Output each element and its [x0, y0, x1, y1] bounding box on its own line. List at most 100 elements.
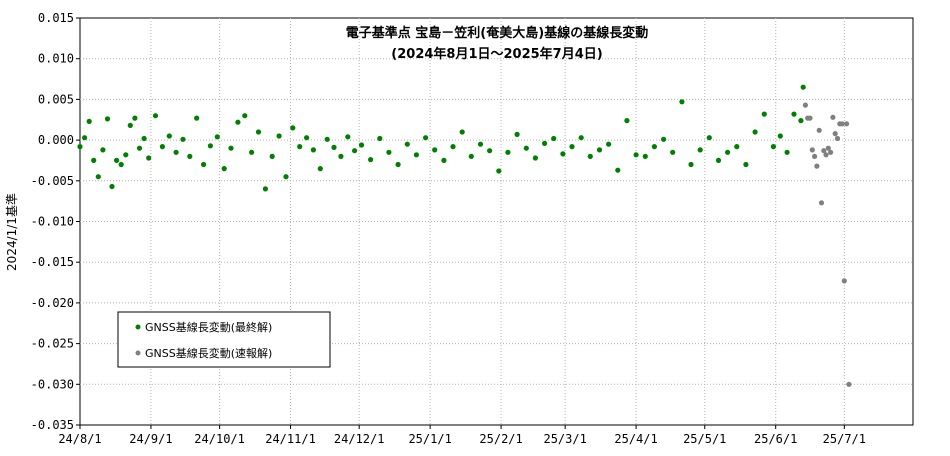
data-point-final — [262, 186, 268, 192]
data-point-final — [514, 131, 520, 137]
data-point-final — [615, 167, 621, 173]
data-point-final — [228, 145, 234, 151]
data-point-final — [123, 152, 129, 158]
data-point-rapid — [802, 102, 809, 108]
data-point-final — [459, 129, 465, 135]
data-point-final — [715, 157, 722, 163]
data-point-final — [523, 145, 529, 151]
data-point-final — [679, 99, 685, 105]
data-point-final — [784, 149, 790, 155]
data-point-final — [269, 153, 275, 159]
chart-title: 電子基準点 宝島－笠利(奄美大島)基線の基線長変動 — [346, 25, 648, 41]
x-tick-label: 25/2/1 — [479, 432, 522, 446]
data-point-final — [587, 153, 593, 159]
data-point-final — [450, 144, 456, 150]
data-point-final — [725, 149, 731, 155]
data-point-final — [798, 118, 804, 124]
data-point-final — [290, 125, 296, 131]
data-point-final — [331, 144, 337, 150]
data-point-rapid — [828, 149, 834, 155]
data-point-final — [118, 161, 124, 168]
data-point-final — [358, 142, 365, 148]
data-point-final — [791, 111, 797, 117]
data-point-final — [688, 161, 694, 168]
x-tick-label: 24/12/1 — [334, 432, 385, 446]
data-point-rapid — [818, 200, 825, 206]
y-tick-label: 0.010 — [38, 52, 74, 66]
x-tick-label: 25/6/1 — [754, 432, 797, 446]
data-point-rapid — [816, 127, 822, 133]
data-point-final — [201, 161, 207, 168]
x-tick-labels: 24/8/1 24/9/1 24/10/1 24/11/1 24/12/1 25/1/1 2… — [58, 425, 866, 446]
legend: GNSS基線長変動(最終解) GNSS基線長変動(速報解) — [117, 311, 331, 368]
data-point-final — [221, 166, 227, 172]
data-point-final — [187, 153, 193, 159]
data-point-final — [86, 118, 92, 124]
data-point-final — [569, 144, 575, 150]
data-point-final — [345, 134, 351, 140]
y-tick-label: -0.030 — [31, 377, 74, 391]
y-tick-labels: 0.015 0.010 0.005 0.000 -0.005 -0.010 -0.015 -0… — [31, 11, 80, 432]
data-point-final — [100, 147, 106, 153]
data-point-rapid — [844, 121, 850, 127]
y-tick-label: 0.000 — [38, 133, 74, 147]
data-point-final — [146, 155, 152, 161]
data-point-final — [242, 113, 248, 119]
data-point-final — [542, 140, 548, 146]
data-point-rapid — [830, 114, 836, 120]
data-point-final — [734, 144, 740, 150]
data-point-final — [95, 174, 101, 180]
y-tick-label: 0.015 — [38, 11, 74, 25]
x-tick-label: 25/1/1 — [408, 432, 451, 446]
data-point-final — [697, 147, 703, 153]
data-point-final — [404, 141, 410, 147]
data-point-final — [752, 129, 758, 135]
data-point-final — [141, 135, 147, 142]
data-point-final — [468, 153, 474, 159]
data-point-final — [532, 155, 539, 161]
data-point-final — [136, 145, 143, 151]
x-tick-label: 24/10/1 — [194, 432, 245, 446]
data-point-final — [159, 144, 165, 150]
grid-lines — [80, 18, 913, 425]
y-axis-label: 2024/1/1基準 — [4, 193, 19, 271]
data-point-final — [324, 136, 330, 142]
data-point-final — [304, 135, 310, 141]
data-point-final — [317, 166, 323, 172]
data-point-final — [777, 133, 783, 139]
data-point-final — [132, 115, 138, 121]
data-point-final — [743, 161, 749, 168]
y-tick-label: 0.005 — [38, 92, 74, 106]
y-tick-label: -0.015 — [31, 255, 74, 269]
y-tick-label: -0.010 — [31, 215, 74, 229]
data-point-rapid — [821, 148, 827, 154]
x-tick-label: 24/11/1 — [265, 432, 316, 446]
data-point-final — [180, 136, 186, 142]
data-point-final — [166, 133, 172, 139]
data-point-final — [114, 157, 120, 163]
data-point-final — [441, 157, 447, 163]
data-point-rapid — [841, 278, 847, 284]
data-point-final — [800, 84, 806, 90]
data-point-final — [395, 161, 401, 168]
x-tick-label: 25/3/1 — [543, 432, 586, 446]
data-point-final — [642, 153, 648, 159]
data-point-final — [283, 174, 289, 180]
data-point-final — [596, 147, 603, 153]
x-tick-label: 24/8/1 — [58, 432, 101, 446]
legend-box — [117, 311, 331, 368]
data-point-final — [338, 153, 344, 159]
data-point-final — [109, 183, 115, 190]
data-point-final — [207, 143, 213, 149]
data-point-final — [214, 134, 220, 140]
data-point-rapid — [832, 131, 838, 137]
data-point-final — [651, 144, 658, 150]
data-point-final — [352, 148, 358, 154]
data-point-final — [82, 135, 88, 141]
data-point-final — [377, 135, 383, 142]
data-point-rapid — [846, 381, 852, 387]
data-point-final — [560, 151, 566, 157]
data-point-final — [606, 141, 612, 147]
